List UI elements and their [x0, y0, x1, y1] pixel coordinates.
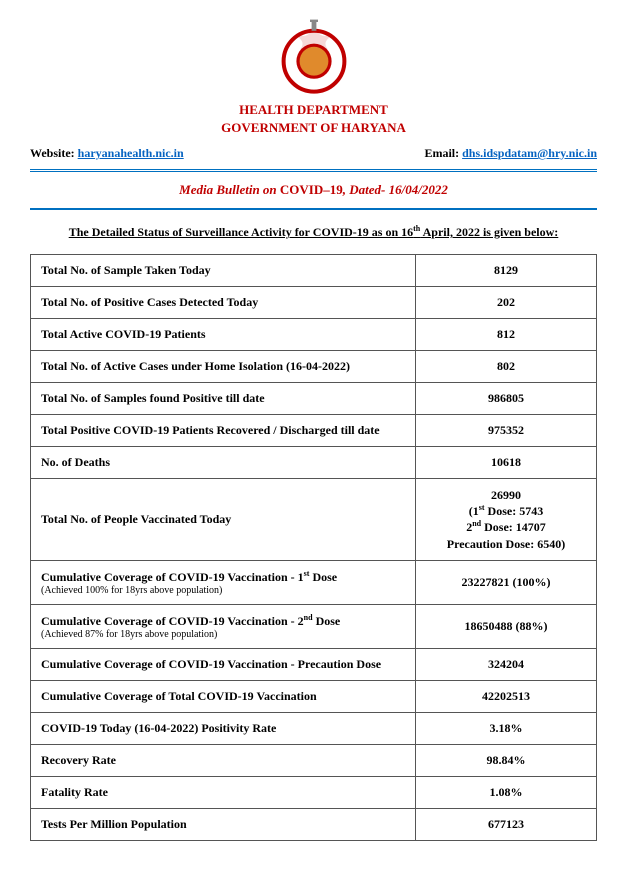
- table-row: No. of Deaths 10618: [31, 447, 597, 479]
- vac-d1-pre: (1: [469, 504, 479, 518]
- table-row: COVID-19 Today (16-04-2022) Positivity R…: [31, 712, 597, 744]
- subtitle-a: The Detailed Status of Surveillance Acti…: [69, 225, 413, 239]
- divider-single: [30, 208, 597, 210]
- row-label: Cumulative Coverage of COVID-19 Vaccinat…: [31, 604, 416, 648]
- row-label: Total No. of People Vaccinated Today: [31, 479, 416, 561]
- row-value-vaccinated: 26990 (1st Dose: 5743 2nd Dose: 14707 Pr…: [416, 479, 597, 561]
- stats-table: Total No. of Sample Taken Today 8129 Tot…: [30, 254, 597, 841]
- row-label: Fatality Rate: [31, 776, 416, 808]
- bulletin-prefix: Media Bulletin on: [179, 182, 280, 197]
- divider-double: [30, 169, 597, 172]
- row-value: 324204: [416, 648, 597, 680]
- table-row: Cumulative Coverage of COVID-19 Vaccinat…: [31, 648, 597, 680]
- vac-d2-sup: nd: [472, 519, 481, 528]
- r10-pre: Cumulative Coverage of COVID-19 Vaccinat…: [41, 614, 304, 628]
- state-emblem-icon: [274, 18, 354, 98]
- vac-d1-post: Dose: 5743: [485, 504, 544, 518]
- table-row: Total No. of Sample Taken Today 8129: [31, 255, 597, 287]
- row-value: 3.18%: [416, 712, 597, 744]
- table-row: Cumulative Coverage of COVID-19 Vaccinat…: [31, 604, 597, 648]
- row-value: 986805: [416, 383, 597, 415]
- row-label: Tests Per Million Population: [31, 808, 416, 840]
- vac-d2-post: Dose: 14707: [481, 520, 546, 534]
- row-value: 98.84%: [416, 744, 597, 776]
- website-label: Website:: [30, 146, 78, 160]
- r10-note: (Achieved 87% for 18yrs above population…: [41, 629, 405, 640]
- website-block: Website: haryanahealth.nic.in: [30, 146, 184, 161]
- row-value: 1.08%: [416, 776, 597, 808]
- table-row: Cumulative Coverage of Total COVID-19 Va…: [31, 680, 597, 712]
- website-link[interactable]: haryanahealth.nic.in: [78, 146, 184, 160]
- table-row: Total Positive COVID-19 Patients Recover…: [31, 415, 597, 447]
- table-row: Total No. of Positive Cases Detected Tod…: [31, 287, 597, 319]
- table-row: Total Active COVID-19 Patients 812: [31, 319, 597, 351]
- row-value: 677123: [416, 808, 597, 840]
- government-title: GOVERNMENT OF HARYANA: [30, 120, 597, 136]
- row-value: 202: [416, 287, 597, 319]
- email-block: Email: dhs.idspdatam@hry.nic.in: [424, 146, 597, 161]
- bulletin-dated: , Dated- 16/04/2022: [343, 182, 448, 197]
- table-row: Fatality Rate 1.08%: [31, 776, 597, 808]
- row-label: No. of Deaths: [31, 447, 416, 479]
- row-value: 802: [416, 351, 597, 383]
- bulletin-covid: COVID–19: [280, 182, 343, 197]
- r9-note: (Achieved 100% for 18yrs above populatio…: [41, 585, 405, 596]
- table-row: Cumulative Coverage of COVID-19 Vaccinat…: [31, 560, 597, 604]
- row-label: Total No. of Active Cases under Home Iso…: [31, 351, 416, 383]
- row-label: Cumulative Coverage of COVID-19 Vaccinat…: [31, 560, 416, 604]
- row-label: Total No. of Sample Taken Today: [31, 255, 416, 287]
- r9-post: Dose: [309, 570, 337, 584]
- row-value: 10618: [416, 447, 597, 479]
- table-row: Total No. of Active Cases under Home Iso…: [31, 351, 597, 383]
- subtitle-b: April, 2022 is given below:: [420, 225, 558, 239]
- row-label: Total Positive COVID-19 Patients Recover…: [31, 415, 416, 447]
- vac-pd: Precaution Dose: 6540): [447, 537, 565, 551]
- row-label: Cumulative Coverage of COVID-19 Vaccinat…: [31, 648, 416, 680]
- row-label: Total No. of Samples found Positive till…: [31, 383, 416, 415]
- table-row: Total No. of People Vaccinated Today 269…: [31, 479, 597, 561]
- r10-sup: nd: [304, 613, 313, 622]
- row-label: COVID-19 Today (16-04-2022) Positivity R…: [31, 712, 416, 744]
- document-page: HEALTH DEPARTMENT GOVERNMENT OF HARYANA …: [0, 0, 627, 871]
- r10-post: Dose: [313, 614, 341, 628]
- table-row: Recovery Rate 98.84%: [31, 744, 597, 776]
- subtitle: The Detailed Status of Surveillance Acti…: [30, 224, 597, 240]
- department-title: HEALTH DEPARTMENT: [30, 102, 597, 118]
- row-value: 42202513: [416, 680, 597, 712]
- row-label: Cumulative Coverage of Total COVID-19 Va…: [31, 680, 416, 712]
- row-value: 18650488 (88%): [416, 604, 597, 648]
- email-link[interactable]: dhs.idspdatam@hry.nic.in: [462, 146, 597, 160]
- row-label: Total Active COVID-19 Patients: [31, 319, 416, 351]
- bulletin-title: Media Bulletin on COVID–19, Dated- 16/04…: [30, 182, 597, 198]
- table-row: Tests Per Million Population 677123: [31, 808, 597, 840]
- email-label: Email:: [424, 146, 462, 160]
- row-value: 812: [416, 319, 597, 351]
- contact-row: Website: haryanahealth.nic.in Email: dhs…: [30, 146, 597, 161]
- row-value: 8129: [416, 255, 597, 287]
- vac-total: 26990: [491, 488, 521, 502]
- table-row: Total No. of Samples found Positive till…: [31, 383, 597, 415]
- row-label: Total No. of Positive Cases Detected Tod…: [31, 287, 416, 319]
- row-value: 23227821 (100%): [416, 560, 597, 604]
- r9-pre: Cumulative Coverage of COVID-19 Vaccinat…: [41, 570, 304, 584]
- row-label: Recovery Rate: [31, 744, 416, 776]
- row-value: 975352: [416, 415, 597, 447]
